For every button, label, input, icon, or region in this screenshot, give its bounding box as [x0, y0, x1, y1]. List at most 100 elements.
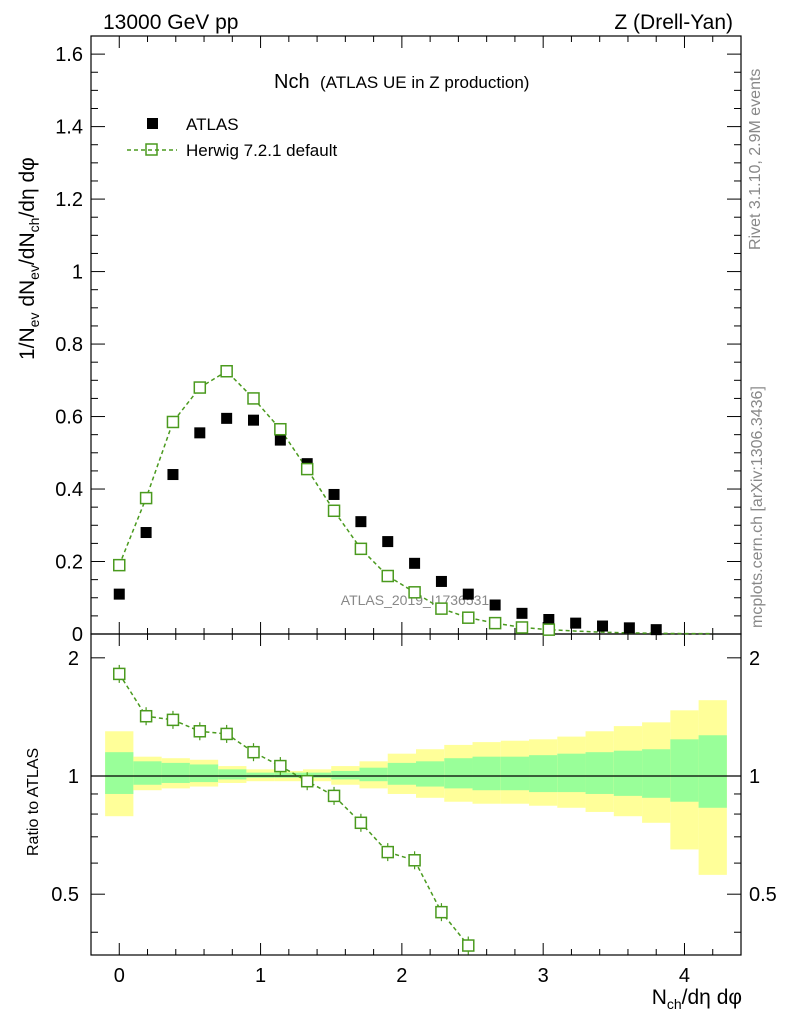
ratio-band-inner: [557, 753, 586, 793]
process-label: Z (Drell-Yan): [614, 11, 733, 34]
legend-mc-marker: [145, 143, 158, 156]
ratio-mc-point: [354, 816, 368, 830]
ratio-mc-point: [327, 789, 341, 803]
mc-data-point: [166, 415, 180, 429]
ratio-mc-point: [220, 727, 233, 741]
ratio-band-inner: [274, 772, 303, 778]
atlas-data-point: [194, 427, 206, 439]
y-tick-label: 0.4: [55, 479, 83, 501]
ratio-band-inner: [698, 735, 727, 808]
plot-subtitle: (ATLAS UE in Z production): [320, 73, 529, 92]
axes: 0 1 2 3 4 0 0.2 0.4 0.6 0.8 1 1.2 1.4 1.6 0.5 0.5 1 1 2 2: [51, 35, 777, 987]
x-tick-label: 1: [255, 965, 266, 987]
y-axis-title: 1/Nev dNev/dNch/dη dφ: [16, 157, 42, 360]
mcplots-label: mcplots.cern.ch [arXiv:1306.3436]: [749, 386, 766, 628]
ratio-tick-label-left: 2: [68, 648, 79, 670]
atlas-data-point: [113, 588, 125, 600]
mc-data-point: [274, 422, 287, 436]
mc-data-point: [462, 611, 475, 624]
ratio-band-inner: [161, 762, 190, 783]
ratio-mc-point: [300, 774, 314, 788]
ratio-mc-point: [462, 939, 475, 952]
ratio-tick-label-left: 1: [68, 766, 79, 788]
y-tick-label: 1.6: [55, 44, 83, 66]
y-tick-label: 0.2: [55, 552, 83, 574]
atlas-data-point: [650, 624, 662, 636]
x-tick-label: 0: [114, 965, 125, 987]
analysis-label: ATLAS_2019_I1736531: [341, 592, 490, 608]
ratio-band-inner: [500, 756, 530, 791]
ratio-tick-label-right: 2: [749, 648, 760, 670]
mc-data-point: [139, 491, 153, 505]
mc-data-point: [193, 381, 207, 394]
ratio-mc-point: [166, 713, 180, 727]
legend-data-label: ATLAS: [186, 115, 239, 134]
atlas-data-point: [274, 434, 286, 446]
atlas-data-point: [543, 614, 555, 626]
mc-data-point: [515, 621, 529, 634]
atlas-data-point: [355, 516, 367, 528]
ratio-band-inner: [642, 749, 671, 798]
y-tick-label: 1: [72, 262, 83, 284]
ratio-band-inner: [529, 755, 558, 793]
atlas-data-point: [248, 414, 259, 426]
y-tick-label: 0.8: [55, 334, 83, 356]
rivet-label: Rivet 3.1.10, 2.9M events: [747, 69, 764, 250]
ratio-band-inner: [387, 762, 416, 785]
atlas-data-point: [516, 607, 528, 619]
atlas-data-point: [623, 622, 635, 634]
ratio-band-inner: [359, 767, 388, 782]
legend-mc-label: Herwig 7.2.1 default: [186, 141, 337, 160]
ratio-band-inner: [218, 769, 247, 780]
ratio-band-inner: [613, 750, 643, 796]
ratio-mc-point: [408, 854, 421, 867]
ratio-mc-point: [113, 667, 126, 681]
mc-data-point: [408, 586, 421, 599]
energy-label: 13000 GeV pp: [103, 11, 238, 34]
ratio-mc-point: [274, 759, 287, 773]
mc-data-point: [354, 542, 368, 556]
ratio-band-inner: [331, 770, 360, 780]
ratio-mc-point: [435, 905, 448, 919]
atlas-data-point: [382, 536, 394, 548]
atlas-data-point: [435, 575, 447, 587]
ratio-band-inner: [444, 758, 473, 789]
ratio-mc-point: [381, 845, 394, 859]
ratio-band-inner: [133, 761, 162, 785]
mc-data-point: [113, 558, 126, 572]
ratio-mc-point: [139, 709, 153, 723]
y-tick-label: 1.4: [55, 117, 83, 139]
data-marks: [113, 364, 713, 955]
y-tick-label: 1.2: [55, 189, 83, 211]
atlas-data-point: [140, 527, 152, 539]
ratio-band-inner: [189, 764, 219, 783]
ratio-band-inner: [585, 752, 614, 794]
mc-data-point: [220, 364, 233, 378]
ratio-band-inner: [670, 739, 699, 802]
mc-data-point: [247, 392, 260, 405]
plot-title: Nch: [274, 71, 310, 93]
ratio-tick-label-right: 1: [749, 766, 760, 788]
ratio-y-axis-title: Ratio to ATLAS: [25, 748, 42, 856]
ratio-bands: [91, 700, 741, 875]
mc-data-point: [300, 462, 314, 476]
atlas-data-point: [409, 557, 421, 569]
ratio-band-inner: [302, 772, 332, 778]
atlas-data-point: [489, 599, 501, 611]
ratio-tick-label-right: 0.5: [749, 884, 777, 906]
x-tick-label: 2: [396, 965, 407, 987]
ratio-mc-point: [247, 745, 260, 759]
x-tick-label: 4: [679, 965, 690, 987]
ratio-mc-point: [193, 725, 207, 738]
atlas-data-point: [570, 617, 582, 629]
legend-data-marker: [147, 118, 158, 129]
mc-data-point: [435, 602, 448, 615]
mc-data-point: [542, 623, 556, 636]
mc-data-point: [488, 616, 502, 630]
ratio-frame: [90, 633, 742, 956]
ratio-band-inner: [105, 752, 134, 794]
atlas-data-point: [167, 469, 179, 481]
x-axis-title: Nch/dη dφ: [652, 986, 742, 1012]
ratio-band-inner: [416, 761, 445, 787]
